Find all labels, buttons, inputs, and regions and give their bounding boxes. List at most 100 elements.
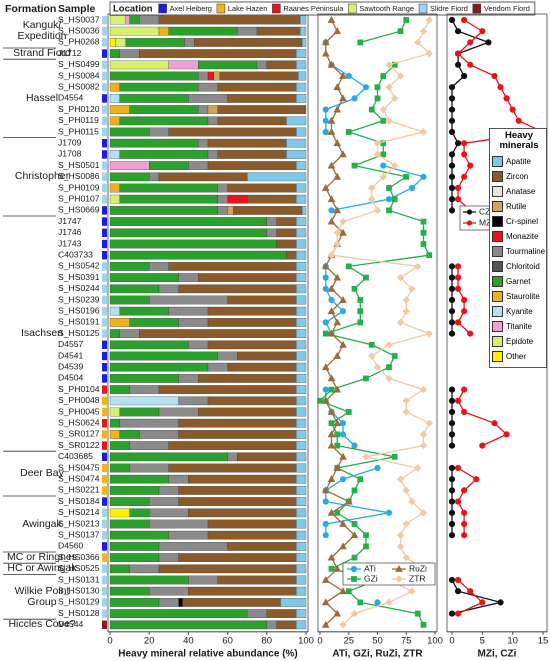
sample-label: S_HS0084 [58,70,100,80]
x-tick-label: 15 [538,635,549,646]
bar-segment [158,564,297,574]
bar-segment [198,71,209,81]
location-marker [102,396,107,405]
bar-segment [217,206,228,215]
legend-label: Apatite [506,157,531,166]
location-marker [102,83,107,92]
bar-segment [168,262,297,271]
bar-segment [119,116,209,126]
marker [396,318,405,327]
marker [339,308,347,315]
x-axis-title: Heavy mineral relative abundance (%) [118,648,298,659]
location-marker [102,228,107,237]
bar-segment [247,172,307,182]
marker [339,217,347,226]
marker [373,206,382,215]
bar-segment [129,564,160,574]
marker [448,162,456,169]
marker [333,229,341,237]
sample-label: S_HS0669 [58,205,100,215]
location-marker [102,139,107,148]
legend-label: Slidre Fiord [430,4,468,13]
marker [448,420,456,427]
location-marker [102,508,107,517]
legend-label: MZi [479,217,493,227]
marker [328,296,335,304]
formation-label: MC or Ringnes [6,551,78,564]
marker [402,397,410,405]
marker [420,241,427,247]
legend-item: Zircon [492,169,546,184]
bar-segment [119,183,218,193]
location-marker [102,49,107,58]
bar-segment [109,329,120,338]
bar-segment [139,49,297,58]
bar-segment [299,26,307,36]
marker [322,106,329,113]
sample-label: S_PH0120 [58,104,100,114]
marker [339,295,347,303]
legend-label: Raanes Peninsula [283,4,344,13]
marker [491,420,498,427]
legend-swatch [492,291,503,302]
bar-segment [109,586,150,596]
bar-segment [109,553,160,562]
bar-segment [178,553,297,562]
bar-segment [296,396,307,406]
marker [448,464,456,472]
x-tick-label: 5 [480,635,485,646]
marker [461,151,468,158]
marker [448,106,456,113]
marker [479,599,486,606]
marker [461,16,468,24]
bar-segment [296,575,307,585]
bar-segment [198,60,258,70]
location-marker [102,519,107,529]
marker [461,140,468,147]
marker [419,128,428,136]
bar-segment [119,49,140,58]
bar-segment [168,127,297,137]
marker [333,609,342,617]
marker [454,263,462,270]
bar-segment [129,385,160,394]
bar-segment [296,564,307,574]
marker [345,588,352,595]
marker [351,95,358,102]
marker [328,565,335,572]
sample-label: D4554 [58,93,84,103]
marker [380,73,387,79]
bar-segment [178,497,297,506]
bar-segment [178,396,209,406]
marker [454,576,462,584]
bar-segment [227,362,297,372]
bar-segment [109,620,267,630]
bar-segment [109,351,218,361]
bar-segment [296,161,307,170]
location-marker [102,71,107,81]
bar-segment [109,575,189,585]
marker [396,531,405,539]
sample-label: J1708 [58,149,82,159]
bar-segment [237,26,258,36]
marker [509,106,516,113]
marker [357,297,364,303]
bar-segment [158,15,301,25]
series [448,16,504,617]
marker [333,105,342,113]
marker [448,520,456,528]
marker [408,184,416,192]
marker [333,463,342,471]
sample-label: S_PH0045 [58,406,100,416]
legend-swatch [492,261,503,272]
marker [327,407,336,415]
x-axis-title: ATi, GZi, RuZi, ZTR [332,648,423,659]
bar-segment [219,71,299,81]
bar-segment [119,194,218,204]
marker [385,196,393,203]
marker [467,162,474,169]
bar-segment [109,82,120,92]
marker [328,207,335,214]
bar-segment [296,239,307,249]
series [321,15,359,628]
